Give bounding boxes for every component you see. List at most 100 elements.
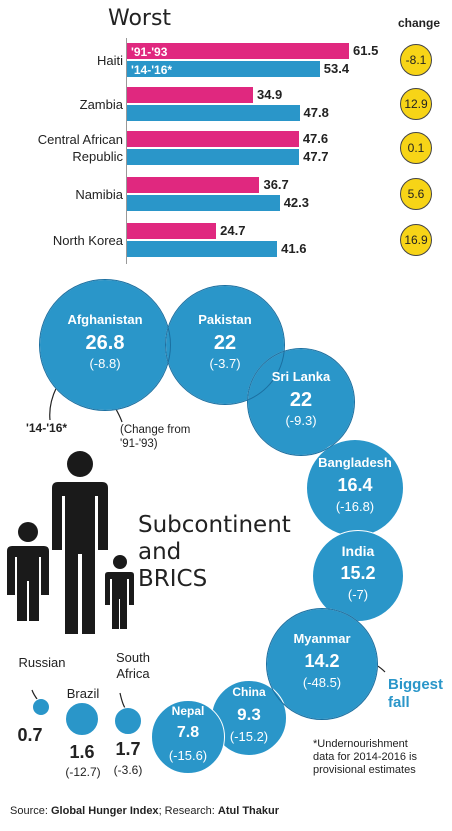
change-badge: -8.1 xyxy=(400,44,432,76)
biggest-fall-label: Biggest fall xyxy=(388,676,443,712)
family-silhouette-icon xyxy=(7,451,134,634)
country-label-line: North Korea xyxy=(52,232,123,248)
bubble-change: (-48.5) xyxy=(302,675,342,690)
bar-9193 xyxy=(127,131,299,147)
source-line: Source: Global Hunger Index; Research: A… xyxy=(10,805,279,817)
country-label: North Korea xyxy=(0,232,123,249)
bar-1416 xyxy=(127,195,280,211)
bar-9193 xyxy=(127,223,217,239)
bubble-value: 0.7 xyxy=(17,725,43,745)
bubble-value: 22 xyxy=(213,332,237,354)
bubble-change: (-3.6) xyxy=(113,763,143,777)
bubble-value: 26.8 xyxy=(85,332,125,354)
source-name: Global Hunger Index xyxy=(50,805,159,817)
bar-axis-line xyxy=(126,38,127,264)
value-9193: 61.5 xyxy=(353,43,379,58)
value-9193: 36.7 xyxy=(263,177,289,192)
bubble-change: (-15.2) xyxy=(229,729,269,744)
section-title: Subcontinent and BRICS xyxy=(138,512,291,593)
section-title-line-3: BRICS xyxy=(138,566,208,592)
bubble-value: 15.2 xyxy=(340,563,376,583)
bubble-value: 16.4 xyxy=(337,475,373,495)
country-label: Namibia xyxy=(0,186,123,203)
country-label-line: Zambia xyxy=(79,96,123,112)
change-badge: 0.1 xyxy=(400,132,432,164)
footnote-line-1: *Undernourishment xyxy=(313,738,408,750)
bubble-change: (-3.7) xyxy=(209,356,241,371)
bubble-name: Sri Lanka xyxy=(271,369,331,384)
bubble-outline xyxy=(266,608,378,720)
footnote-line-2: data for 2014-2016 is xyxy=(313,751,417,763)
country-label-line: Haiti xyxy=(96,52,123,68)
source-prefix: Source: xyxy=(10,805,48,817)
section-title-line-1: Subcontinent xyxy=(138,512,291,538)
change-badge: 16.9 xyxy=(400,224,432,256)
bubble-value: 7.8 xyxy=(176,724,200,741)
country-label-line: Republic xyxy=(72,149,123,164)
bubble xyxy=(312,530,404,622)
bubble xyxy=(32,698,50,716)
bubble-name: Russian xyxy=(18,655,66,670)
bubble-change: (-16.8) xyxy=(335,499,375,514)
worst-title: Worst xyxy=(108,6,172,31)
bubble-name: India xyxy=(341,543,375,559)
bubble-name: Pakistan xyxy=(198,312,252,327)
bubble-value: 9.3 xyxy=(237,705,261,724)
country-label-line: Central African xyxy=(37,132,123,147)
bubble-name: China xyxy=(232,685,266,699)
change-annotation-line-2: '91-'93) xyxy=(120,438,158,450)
country-label: Zambia xyxy=(0,96,123,113)
bubble-value: 22 xyxy=(289,389,313,411)
country-label-line: Namibia xyxy=(75,186,123,202)
footnote: *Undernourishment data for 2014-2016 is … xyxy=(313,738,449,777)
bubble-value: 1.7 xyxy=(115,739,141,759)
bubble-change: (-15.6) xyxy=(168,748,208,763)
footnote-line-3: provisional estimates xyxy=(313,764,416,776)
value-9193: 34.9 xyxy=(256,87,283,102)
bar-9193 xyxy=(127,177,260,193)
country-label: Haiti xyxy=(0,52,123,69)
bubble-name-line: Africa xyxy=(116,666,150,681)
bubble-name: Afghanistan xyxy=(67,312,143,327)
period-tag-1416: '14-'16* xyxy=(131,63,173,77)
bubble xyxy=(114,707,142,735)
bubble-name-line: South xyxy=(116,650,150,665)
bubble-change: (-7) xyxy=(347,587,369,602)
bubble-name: Bangladesh xyxy=(318,455,392,470)
bubble-change: (-12.7) xyxy=(65,765,101,779)
section-title-line-2: and xyxy=(138,539,182,565)
change-badge: 5.6 xyxy=(400,178,432,210)
value-1416: 41.6 xyxy=(281,241,307,256)
value-1416: 53.4 xyxy=(323,61,350,76)
biggest-fall-line-1: Biggest xyxy=(388,676,444,693)
change-header: change xyxy=(398,16,441,30)
bubble-outline xyxy=(165,285,285,405)
value-1416: 42.3 xyxy=(283,195,309,210)
bar-1416 xyxy=(127,105,300,121)
period-tag-9193: '91-'93 xyxy=(131,45,168,59)
change-annotation: (Change from '91-'93) xyxy=(120,423,190,451)
biggest-fall-line-2: fall xyxy=(388,694,410,711)
change-badge: 12.9 xyxy=(400,88,432,120)
bubble-change: (-8.8) xyxy=(89,356,121,371)
value-1416: 47.8 xyxy=(303,105,329,120)
bar-1416 xyxy=(127,241,278,257)
value-9193: 24.7 xyxy=(220,223,246,238)
bar-9193: '91-'93 xyxy=(127,43,349,59)
researcher-name: Atul Thakur xyxy=(217,805,279,817)
change-annotation-line-1: (Change from xyxy=(120,424,191,436)
bubble-value: 1.6 xyxy=(69,742,95,762)
period-annotation: '14-'16* xyxy=(26,421,68,435)
value-1416: 47.7 xyxy=(303,149,329,164)
bubble xyxy=(151,700,225,774)
bubble-name: Brazil xyxy=(66,686,100,701)
country-label: Central African Republic xyxy=(0,131,123,165)
bubble-value: 14.2 xyxy=(304,651,340,671)
research-prefix: ; Research: xyxy=(158,805,215,817)
bubble-name: Myanmar xyxy=(293,631,351,646)
value-9193: 47.6 xyxy=(302,131,329,146)
bubble-name: South Africa xyxy=(108,650,158,682)
bubble-change: (-9.3) xyxy=(285,413,317,428)
bubble xyxy=(65,702,99,736)
bar-1416 xyxy=(127,149,300,165)
